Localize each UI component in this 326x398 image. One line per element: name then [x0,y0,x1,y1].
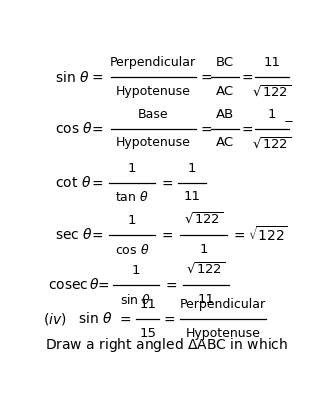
Text: 1: 1 [199,242,208,256]
Text: AC: AC [216,85,234,98]
Text: Hypotenuse: Hypotenuse [116,85,191,98]
Text: $=$: $=$ [199,122,213,136]
Text: Base: Base [138,108,169,121]
Text: 15: 15 [139,326,156,339]
Text: $\mathrm{cosec}\,\theta$: $\mathrm{cosec}\,\theta$ [49,277,100,293]
Text: 1: 1 [128,214,137,227]
Text: BC: BC [216,57,234,69]
Text: $=$: $=$ [159,228,174,242]
Text: $\cot\,\theta$: $\cot\,\theta$ [55,175,91,190]
Text: $=$: $=$ [163,278,178,292]
Text: 1: 1 [267,108,276,121]
Text: $=$: $=$ [199,70,213,84]
Text: $\sqrt{122}$: $\sqrt{122}$ [252,136,291,152]
Text: Hypotenuse: Hypotenuse [185,326,260,339]
Text: AC: AC [216,136,234,149]
Text: $\sin\,\theta$: $\sin\,\theta$ [55,70,89,84]
Text: $=$: $=$ [95,278,110,292]
Text: $\sqrt{122}$: $\sqrt{122}$ [186,262,225,277]
Text: 11: 11 [184,190,200,203]
Text: $=$: $=$ [89,228,104,242]
Text: 1: 1 [132,264,140,277]
Text: $=$: $=$ [231,228,246,242]
Text: 11: 11 [197,293,214,306]
Text: $\sqrt{122}$: $\sqrt{122}$ [248,225,288,244]
Text: Draw a right angled $\Delta$ABC in which: Draw a right angled $\Delta$ABC in which [45,336,289,354]
Text: $(iv)$: $(iv)$ [43,311,67,327]
Text: $=$: $=$ [239,70,254,84]
Text: $\sin\,\theta$: $\sin\,\theta$ [78,311,112,326]
Text: $=$: $=$ [239,122,254,136]
Text: $\cos\,\theta$: $\cos\,\theta$ [115,242,149,257]
Text: $=$: $=$ [89,176,104,189]
Text: AB: AB [216,108,234,121]
Text: $\sqrt{122}$: $\sqrt{122}$ [184,212,223,227]
Text: $=$: $=$ [89,70,104,84]
Text: $-$: $-$ [283,113,294,126]
Text: Perpendicular: Perpendicular [180,298,266,311]
Text: 11: 11 [263,57,280,69]
Text: Perpendicular: Perpendicular [110,57,196,69]
Text: $=$: $=$ [159,176,174,189]
Text: 1: 1 [128,162,137,175]
Text: $\tan\,\theta$: $\tan\,\theta$ [115,190,149,204]
Text: $\sin\,\theta$: $\sin\,\theta$ [120,293,152,306]
Text: $\sec\,\theta$: $\sec\,\theta$ [55,227,93,242]
Text: 11: 11 [139,298,156,311]
Text: Hypotenuse: Hypotenuse [116,136,191,149]
Text: $=$: $=$ [89,122,104,136]
Text: 1: 1 [188,162,196,175]
Text: $=$: $=$ [161,312,176,326]
Text: $\cos\,\theta$: $\cos\,\theta$ [55,121,93,136]
Text: $=$: $=$ [117,312,132,326]
Text: $\sqrt{122}$: $\sqrt{122}$ [252,85,291,100]
